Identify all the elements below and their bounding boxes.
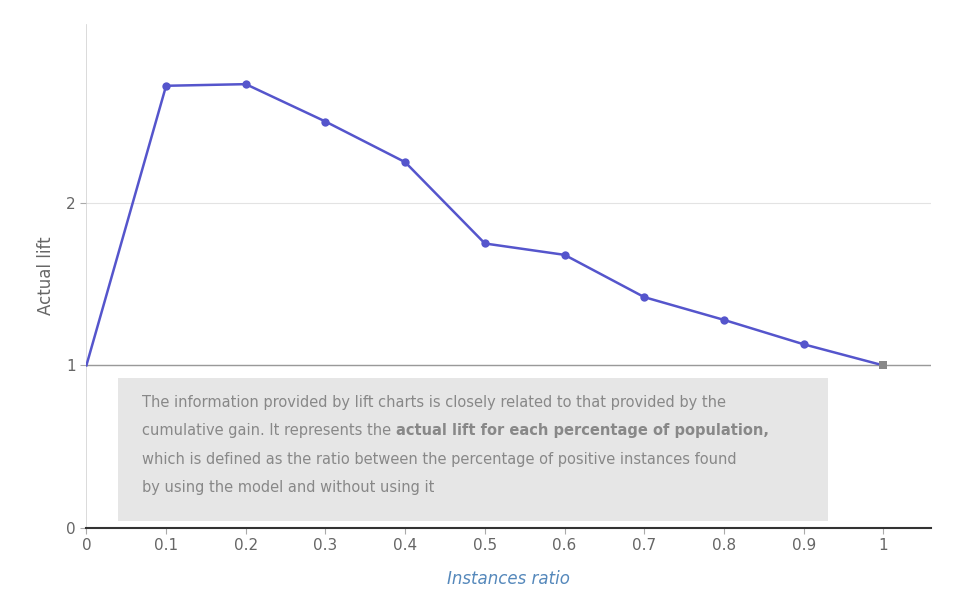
Text: actual lift for each percentage of population,: actual lift for each percentage of popul… xyxy=(396,423,769,438)
X-axis label: Instances ratio: Instances ratio xyxy=(447,570,570,588)
Text: which is defined as the ratio between the percentage of positive instances found: which is defined as the ratio between th… xyxy=(142,452,737,467)
Text: cumulative gain. It represents the: cumulative gain. It represents the xyxy=(142,423,396,438)
FancyBboxPatch shape xyxy=(118,379,828,521)
Text: by using the model and without using it: by using the model and without using it xyxy=(142,480,435,495)
Y-axis label: Actual lift: Actual lift xyxy=(37,236,56,316)
Text: The information provided by lift charts is closely related to that provided by t: The information provided by lift charts … xyxy=(142,395,726,410)
